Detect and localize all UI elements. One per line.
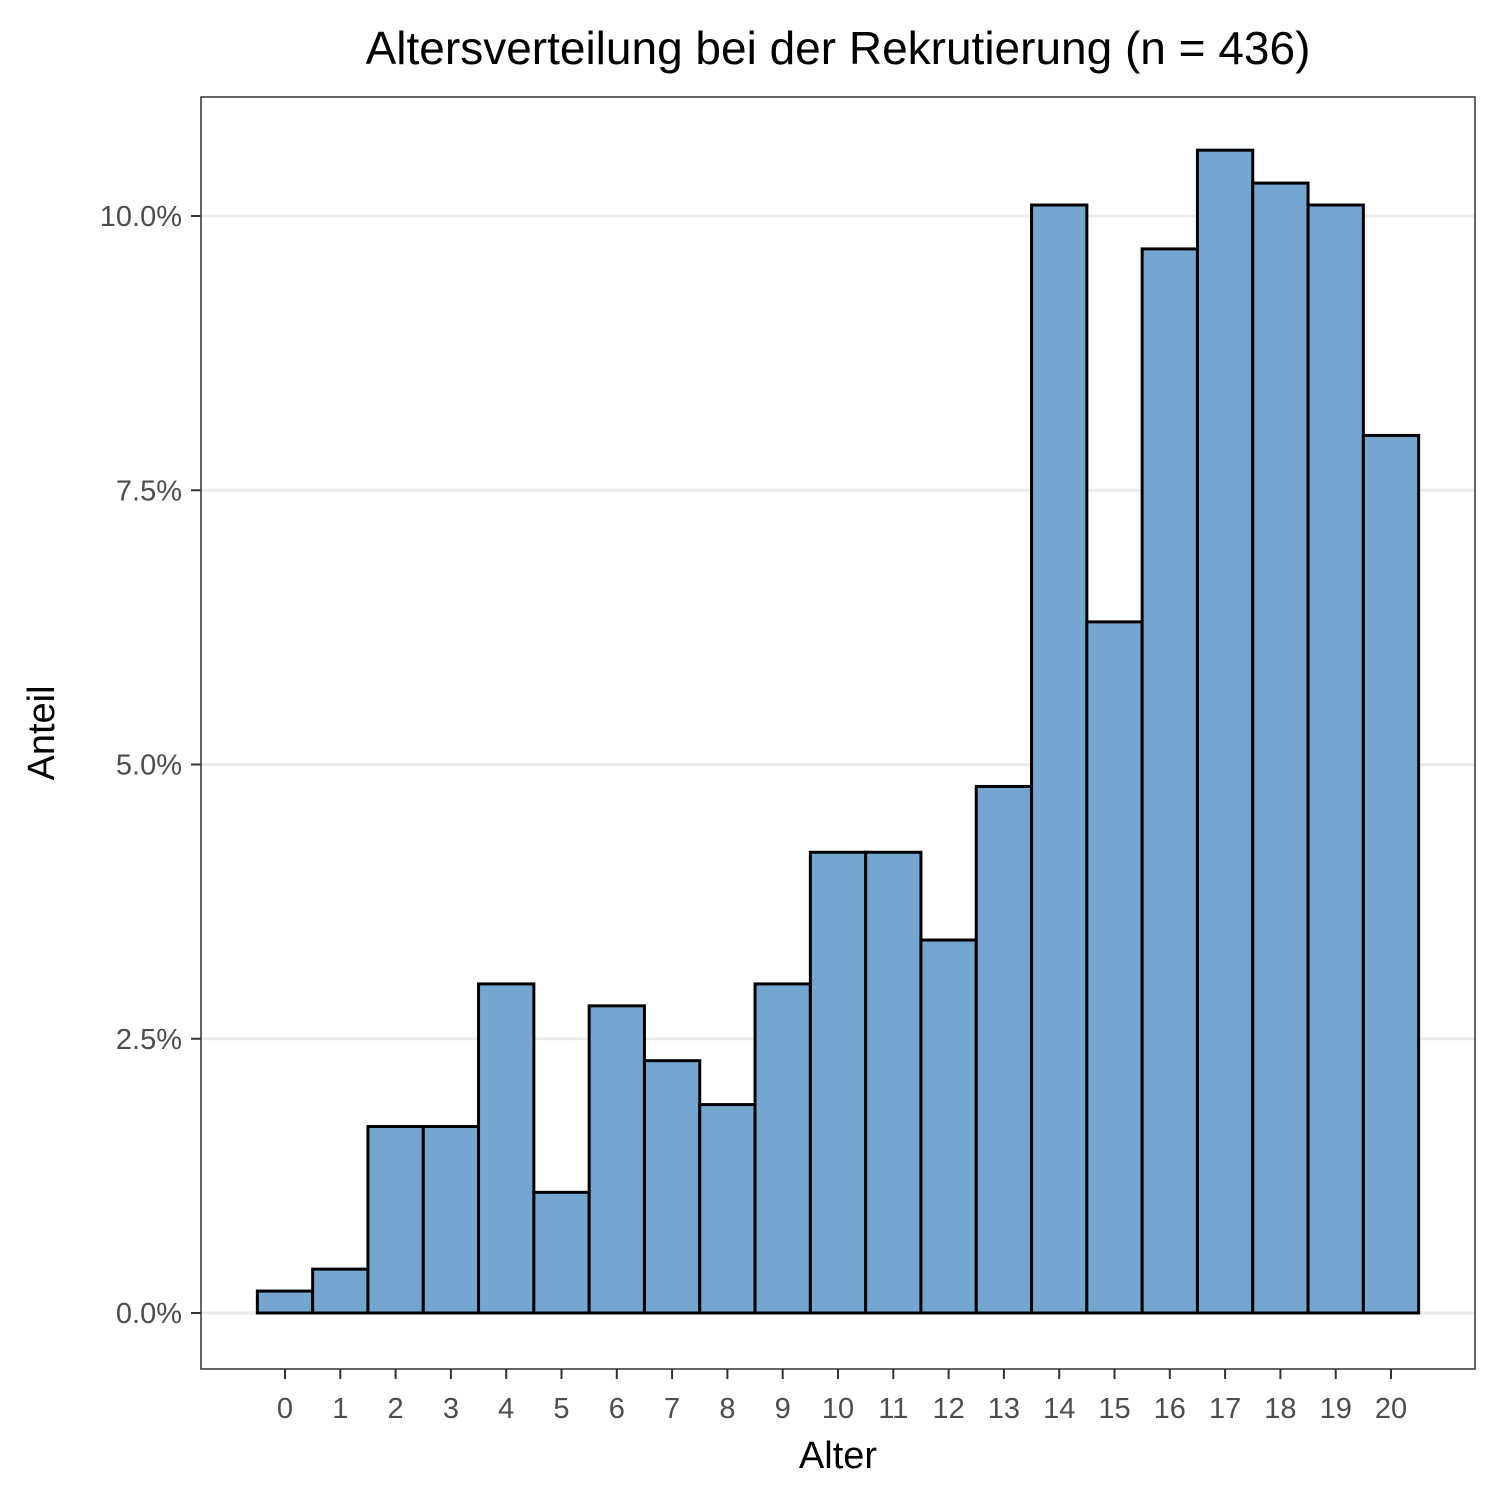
- bar-age-8: [698, 1103, 757, 1315]
- x-tick-label-4: 4: [498, 1393, 514, 1425]
- x-tick-label-8: 8: [719, 1393, 735, 1425]
- bar-age-10: [808, 850, 868, 1315]
- x-tick-label-2: 2: [388, 1393, 404, 1425]
- bar-age-14: [1030, 203, 1089, 1315]
- x-tick-label-19: 19: [1320, 1393, 1352, 1425]
- chart-title: Altersverteilung bei der Rekrutierung (n…: [366, 22, 1311, 74]
- y-axis: 0.0% 2.5% 5.0% 7.5% 10.0%: [100, 201, 201, 1330]
- x-tick-label-16: 16: [1154, 1393, 1186, 1425]
- x-tick-label-10: 10: [822, 1393, 854, 1425]
- x-tick-label-12: 12: [932, 1393, 964, 1425]
- bar-age-1: [311, 1267, 370, 1315]
- x-tick-label-1: 1: [332, 1393, 348, 1425]
- bar-age-5: [532, 1190, 591, 1315]
- x-tick-label-20: 20: [1375, 1393, 1407, 1425]
- bar-age-17: [1195, 148, 1255, 1315]
- y-tick-label-2: 5.0%: [116, 750, 182, 782]
- x-tick-label-5: 5: [553, 1393, 569, 1425]
- x-tick-label-11: 11: [878, 1393, 908, 1425]
- bar-age-9: [753, 982, 812, 1315]
- bar-age-19: [1306, 203, 1365, 1315]
- x-tick-label-0: 0: [277, 1393, 293, 1425]
- bars-layer: [255, 148, 1421, 1315]
- x-tick-label-9: 9: [775, 1393, 791, 1425]
- bar-age-6: [587, 1004, 646, 1315]
- y-tick-label-4: 10.0%: [100, 201, 182, 233]
- x-tick-label-3: 3: [443, 1393, 459, 1425]
- y-tick-label-3: 7.5%: [116, 475, 182, 507]
- y-tick-label-1: 2.5%: [116, 1024, 182, 1056]
- x-tick-label-18: 18: [1264, 1393, 1296, 1425]
- bar-age-7: [642, 1059, 702, 1315]
- x-tick-label-14: 14: [1043, 1393, 1075, 1425]
- bar-age-3: [421, 1125, 481, 1315]
- bar-age-13: [974, 784, 1034, 1315]
- bar-age-16: [1140, 247, 1199, 1315]
- bar-age-11: [864, 850, 923, 1315]
- x-tick-label-6: 6: [609, 1393, 625, 1425]
- x-tick-label-7: 7: [664, 1393, 680, 1425]
- bar-age-15: [1085, 620, 1144, 1315]
- bar-age-0: [255, 1289, 315, 1315]
- bar-age-20: [1361, 433, 1421, 1315]
- x-tick-label-13: 13: [988, 1393, 1020, 1425]
- x-tick-label-17: 17: [1209, 1393, 1241, 1425]
- bar-age-4: [477, 982, 536, 1315]
- bar-age-18: [1251, 181, 1310, 1315]
- bar-age-12: [919, 938, 978, 1315]
- x-axis-title: Alter: [799, 1435, 877, 1477]
- x-tick-label-15: 15: [1098, 1393, 1130, 1425]
- x-axis: 0 1 2 3 4 5 6 7 8 9 10 11 12 13 14 15 16 17 18 19 20: [277, 1369, 1407, 1425]
- y-axis-title: Anteil: [21, 685, 63, 780]
- bar-age-2: [366, 1125, 425, 1315]
- y-tick-label-0: 0.0%: [116, 1298, 182, 1330]
